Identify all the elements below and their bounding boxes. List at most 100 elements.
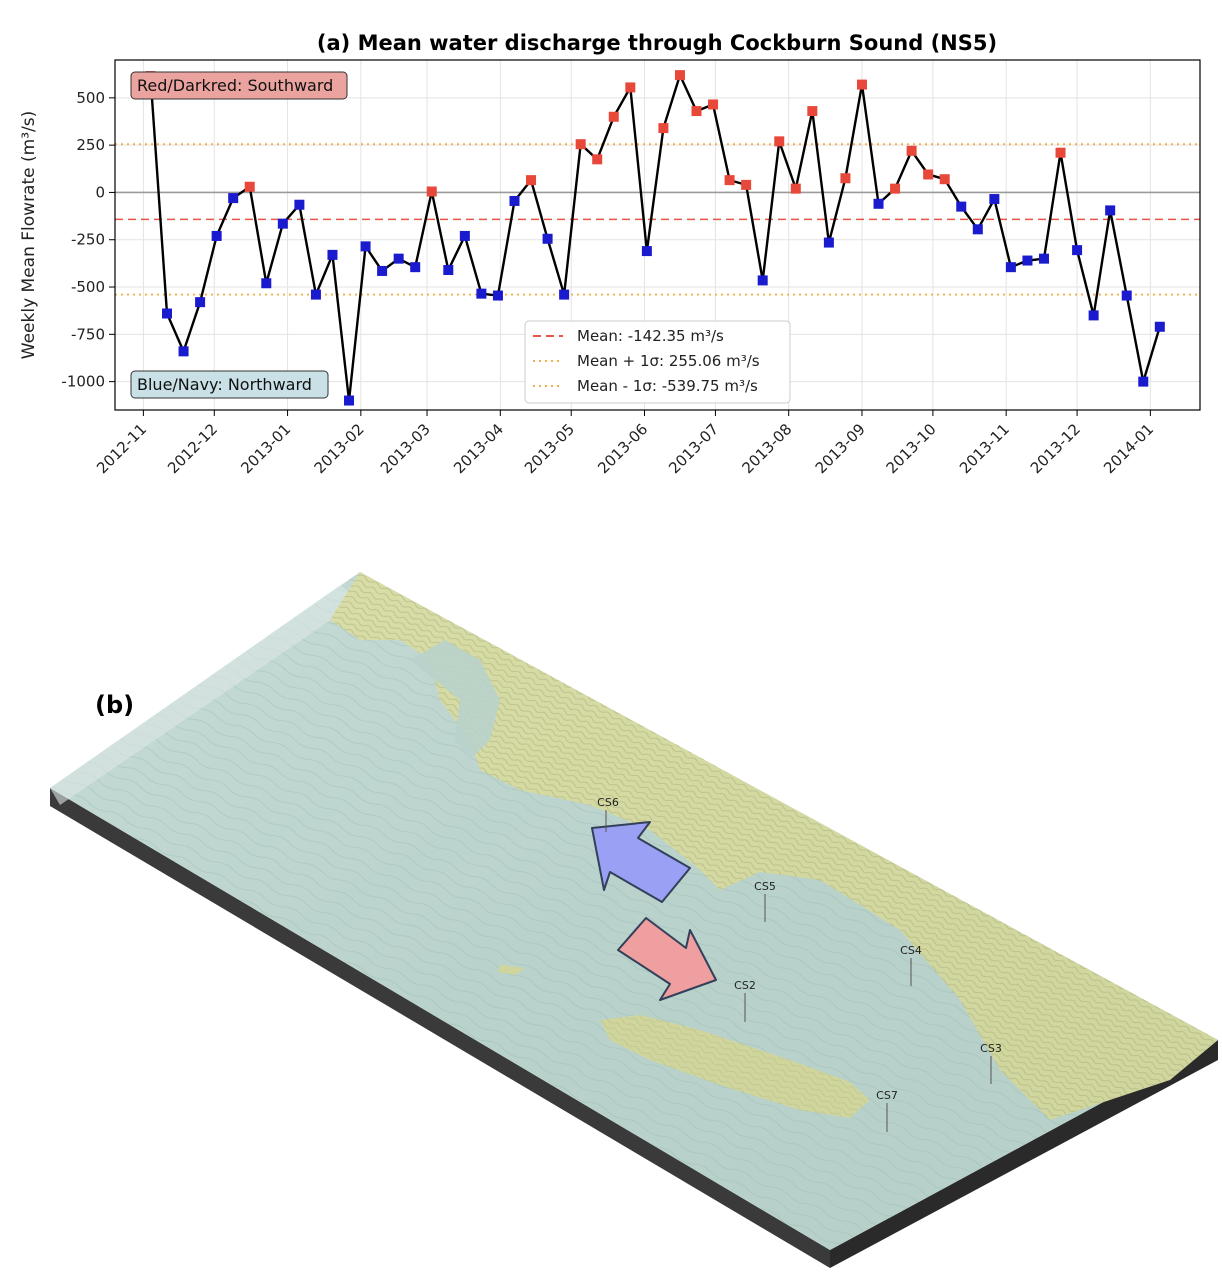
point-northward — [162, 308, 173, 319]
x-tick-label: 2013-11 — [956, 420, 1013, 477]
panel-a-chart: (a) Mean water discharge through Cockbur… — [19, 31, 1201, 477]
plot-frame — [114, 59, 1201, 411]
point-southward — [608, 111, 619, 122]
x-tick-label: 2013-06 — [594, 420, 651, 477]
point-northward — [542, 233, 553, 244]
station-cs5: CS5 — [754, 880, 776, 922]
station-cs4: CS4 — [900, 944, 922, 986]
northward-flow-arrow-icon — [591, 821, 691, 903]
point-southward — [840, 173, 851, 184]
point-northward — [327, 249, 338, 260]
ocean-edge — [50, 585, 360, 805]
point-southward — [426, 186, 437, 197]
point-southward — [1055, 147, 1066, 158]
point-southward — [856, 79, 867, 90]
x-tick-label: 2013-10 — [883, 420, 940, 477]
station-label-cs4: CS4 — [900, 944, 922, 957]
point-northward — [641, 246, 652, 257]
point-northward — [178, 346, 189, 357]
station-label-cs5: CS5 — [754, 880, 776, 893]
map-base-front — [50, 788, 830, 1268]
point-southward — [592, 154, 603, 165]
point-southward — [774, 136, 785, 147]
southward-note: Red/Darkred: Southward — [130, 71, 348, 100]
x-tick-label: 2014-01 — [1100, 420, 1157, 477]
point-southward — [741, 179, 752, 190]
point-northward — [989, 194, 1000, 205]
islet — [498, 965, 525, 975]
southward-note-text: Red/Darkred: Southward — [137, 76, 333, 95]
seabed-texture — [50, 572, 1218, 1250]
x-tick-label: 2013-09 — [812, 420, 869, 477]
point-northward — [1005, 262, 1016, 273]
y-tick-label: -250 — [71, 231, 105, 249]
northward-note: Blue/Navy: Northward — [130, 370, 329, 399]
station-cs2: CS2 — [734, 979, 756, 1022]
y-tick-label: -750 — [71, 325, 105, 343]
series-line — [149, 73, 1161, 402]
reference-lines — [115, 143, 1200, 296]
point-southward — [790, 183, 801, 194]
station-cs3: CS3 — [980, 1042, 1002, 1084]
x-tick-label: 2013-05 — [521, 420, 578, 477]
point-northward — [1088, 310, 1099, 321]
y-tick-label: -500 — [71, 278, 105, 296]
x-tick-label: 2013-03 — [377, 420, 434, 477]
station-label-cs7: CS7 — [876, 1089, 898, 1102]
x-tick-label: 2012-11 — [93, 420, 150, 477]
point-northward — [377, 265, 388, 276]
point-northward — [1105, 205, 1116, 216]
point-northward — [261, 278, 272, 289]
point-northward — [1038, 253, 1049, 264]
x-tick-label: 2013-04 — [450, 420, 507, 477]
point-southward — [708, 99, 719, 110]
legend-label-mean: Mean: -142.35 m³/s — [577, 327, 724, 345]
station-cs7: CS7 — [876, 1089, 898, 1132]
station-label-cs6: CS6 — [597, 796, 619, 809]
point-northward — [972, 224, 983, 235]
point-southward — [526, 175, 537, 186]
point-southward — [890, 183, 901, 194]
panel-b-3d-map: (b) CS6 CS5 CS4 CS2 CS3 CS7 — [50, 572, 1218, 1268]
point-northward — [873, 198, 884, 209]
point-northward — [294, 199, 305, 210]
station-label-cs2: CS2 — [734, 979, 756, 992]
y-tick-label: 500 — [76, 89, 105, 107]
point-northward — [195, 297, 206, 308]
point-northward — [757, 275, 768, 286]
point-southward — [691, 106, 702, 117]
point-southward — [244, 181, 255, 192]
x-tick-label: 2013-02 — [311, 420, 368, 477]
y-axis-label: Weekly Mean Flowrate (m³/s) — [19, 111, 39, 359]
point-northward — [492, 290, 503, 301]
chart-title: (a) Mean water discharge through Cockbur… — [317, 31, 997, 55]
panel-b-label: (b) — [95, 691, 134, 719]
map-base-side — [830, 1040, 1218, 1268]
point-northward — [1072, 245, 1083, 256]
point-northward — [1138, 376, 1149, 387]
point-southward — [625, 82, 636, 93]
x-tick-label: 2013-12 — [1027, 420, 1084, 477]
point-northward — [360, 241, 371, 252]
point-northward — [1121, 290, 1132, 301]
legend-label-mean-minus: Mean - 1σ: -539.75 m³/s — [577, 377, 758, 395]
x-axis: 2012-11 2012-12 2013-01 2013-02 2013-03 2013-… — [93, 410, 1157, 477]
data-markers — [145, 70, 1165, 406]
x-tick-label: 2012-12 — [164, 420, 221, 477]
point-northward — [823, 237, 834, 248]
station-label-cs3: CS3 — [980, 1042, 1002, 1055]
point-southward — [724, 175, 735, 186]
point-northward — [277, 218, 288, 229]
point-southward — [939, 174, 950, 185]
point-northward — [1022, 255, 1033, 266]
point-southward — [658, 123, 669, 134]
point-northward — [310, 289, 321, 300]
legend: Mean: -142.35 m³/s Mean + 1σ: 255.06 m³/… — [524, 320, 791, 404]
southward-flow-arrow-icon — [617, 917, 717, 1001]
point-northward — [344, 395, 355, 406]
y-axis: 500 250 0 -250 -500 -750 -1000 — [61, 89, 115, 391]
point-southward — [575, 139, 586, 150]
point-northward — [1154, 321, 1165, 332]
point-northward — [211, 230, 222, 241]
point-northward — [476, 288, 487, 299]
